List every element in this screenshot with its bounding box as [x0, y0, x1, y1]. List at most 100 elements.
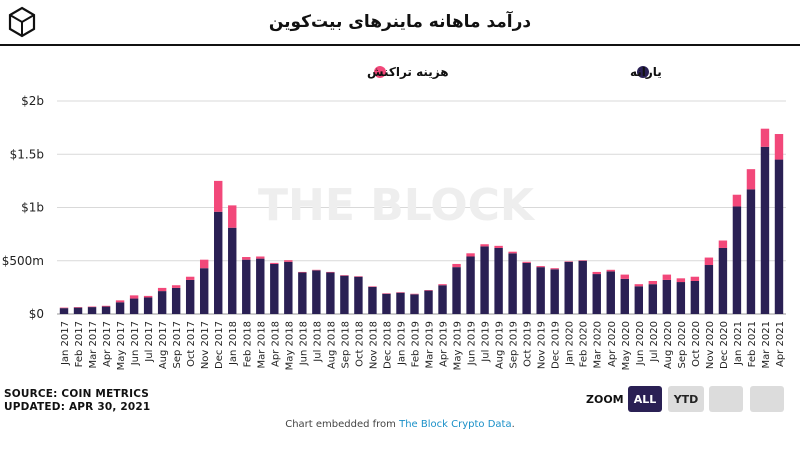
bar-fees: [284, 260, 293, 262]
bar-subsidy: [438, 285, 447, 314]
bar-subsidy: [592, 274, 601, 314]
zoom-button-4[interactable]: [750, 386, 784, 412]
bar-fees: [732, 194, 742, 207]
bar-fees: [718, 240, 728, 248]
x-tick-label: Jan 2020: [565, 321, 576, 366]
bar-subsidy: [354, 276, 363, 314]
x-tick-label: May 2020: [621, 321, 632, 370]
bar-fees: [171, 285, 181, 288]
bar-fees: [368, 286, 377, 287]
x-tick-label: Apr 2017: [102, 321, 113, 367]
x-tick-label: Oct 2019: [523, 321, 534, 367]
header-divider: [0, 44, 800, 46]
y-tick-label: $1b: [21, 201, 44, 215]
bar-subsidy: [634, 286, 644, 314]
bar-fees: [101, 305, 111, 307]
x-tick-label: Nov 2020: [705, 321, 716, 369]
x-tick-label: Nov 2018: [368, 321, 379, 369]
bar-fees: [340, 275, 349, 276]
x-tick-label: Feb 2019: [410, 321, 421, 367]
updated-text: UPDATED: APR 30, 2021: [4, 401, 151, 413]
bar-subsidy: [564, 261, 573, 314]
x-tick-label: Dec 2017: [214, 321, 225, 369]
embed-credit: Chart embedded from The Block Crypto Dat…: [0, 419, 800, 430]
x-tick-label: Apr 2018: [270, 321, 281, 367]
bar-fees: [382, 293, 391, 294]
bar-subsidy: [550, 269, 559, 314]
bar-subsidy: [87, 307, 97, 314]
bar-fees: [256, 256, 265, 259]
embed-prefix: Chart embedded from: [285, 419, 400, 430]
x-tick-label: Jan 2018: [228, 321, 239, 366]
bar-subsidy: [143, 297, 153, 314]
x-tick-label: Dec 2020: [719, 321, 730, 369]
embed-suffix: .: [511, 419, 515, 430]
x-tick-label: Sep 2020: [677, 321, 688, 368]
bar-fees: [396, 292, 405, 293]
x-tick-label: Jan 2019: [396, 321, 407, 366]
x-tick-label: Mar 2019: [425, 321, 436, 369]
bar-fees: [592, 271, 601, 275]
x-tick-label: Jan 2017: [60, 321, 71, 366]
zoom-label: ZOOM: [586, 393, 624, 406]
x-tick-label: Aug 2020: [663, 321, 674, 369]
x-tick-label: Feb 2020: [579, 321, 590, 367]
bar-fees: [129, 295, 139, 299]
bar-fees: [87, 306, 97, 308]
x-tick-label: Jul 2019: [481, 321, 492, 363]
bar-subsidy: [648, 284, 658, 314]
bar-subsidy: [452, 267, 461, 314]
x-tick-label: Jun 2020: [635, 321, 646, 366]
bar-fees: [774, 134, 784, 160]
bar-fees: [690, 276, 700, 281]
bar-subsidy: [270, 263, 279, 314]
x-tick-label: Feb 2017: [74, 321, 85, 367]
bar-subsidy: [606, 271, 615, 314]
bar-subsidy: [494, 247, 503, 314]
bar-subsidy: [228, 227, 237, 314]
bar-fees: [143, 295, 153, 298]
bar-subsidy: [157, 291, 167, 314]
x-tick-label: Aug 2018: [326, 321, 337, 369]
bar-fees: [73, 307, 83, 308]
legend-marker: [374, 66, 386, 78]
x-tick-label: Jun 2017: [130, 321, 141, 366]
zoom-button-3[interactable]: [709, 386, 743, 412]
bar-subsidy: [115, 302, 125, 314]
bar-subsidy: [185, 279, 195, 314]
bar-fees: [550, 268, 559, 270]
embed-link[interactable]: The Block Crypto Data: [399, 419, 512, 430]
x-tick-label: Mar 2017: [88, 321, 99, 369]
bar-subsidy: [214, 211, 223, 314]
x-tick-label: May 2018: [284, 321, 295, 370]
bar-subsidy: [424, 290, 433, 314]
x-tick-label: Mar 2020: [593, 321, 604, 369]
x-tick-label: Nov 2019: [537, 321, 548, 369]
bar-subsidy: [704, 265, 714, 314]
bar-subsidy: [199, 268, 209, 314]
x-tick-label: May 2017: [116, 321, 127, 370]
legend-label: یارانه: [630, 65, 662, 79]
zoom-ytd-button[interactable]: YTD: [668, 386, 704, 412]
bar-fees: [312, 269, 321, 271]
x-tick-label: Jul 2020: [649, 321, 660, 363]
x-tick-label: Dec 2018: [382, 321, 393, 369]
bar-fees: [410, 293, 419, 295]
bar-subsidy: [59, 308, 69, 314]
bar-fees: [494, 245, 503, 248]
x-tick-label: Apr 2021: [775, 321, 786, 367]
bar-subsidy: [466, 256, 475, 314]
bar-subsidy: [396, 292, 405, 314]
x-tick-label: Feb 2021: [747, 321, 758, 367]
x-tick-label: Oct 2018: [354, 321, 365, 367]
bar-fees: [522, 261, 531, 263]
source-note: SOURCE: COIN METRICS UPDATED: APR 30, 20…: [4, 388, 150, 414]
x-tick-label: Mar 2018: [256, 321, 267, 369]
y-tick-label: $500m: [2, 254, 44, 268]
bar-fees: [606, 269, 615, 272]
zoom-all-button[interactable]: ALL: [628, 386, 662, 412]
bar-fees: [508, 251, 517, 254]
bar-fees: [634, 284, 644, 287]
bar-fees: [270, 262, 279, 264]
